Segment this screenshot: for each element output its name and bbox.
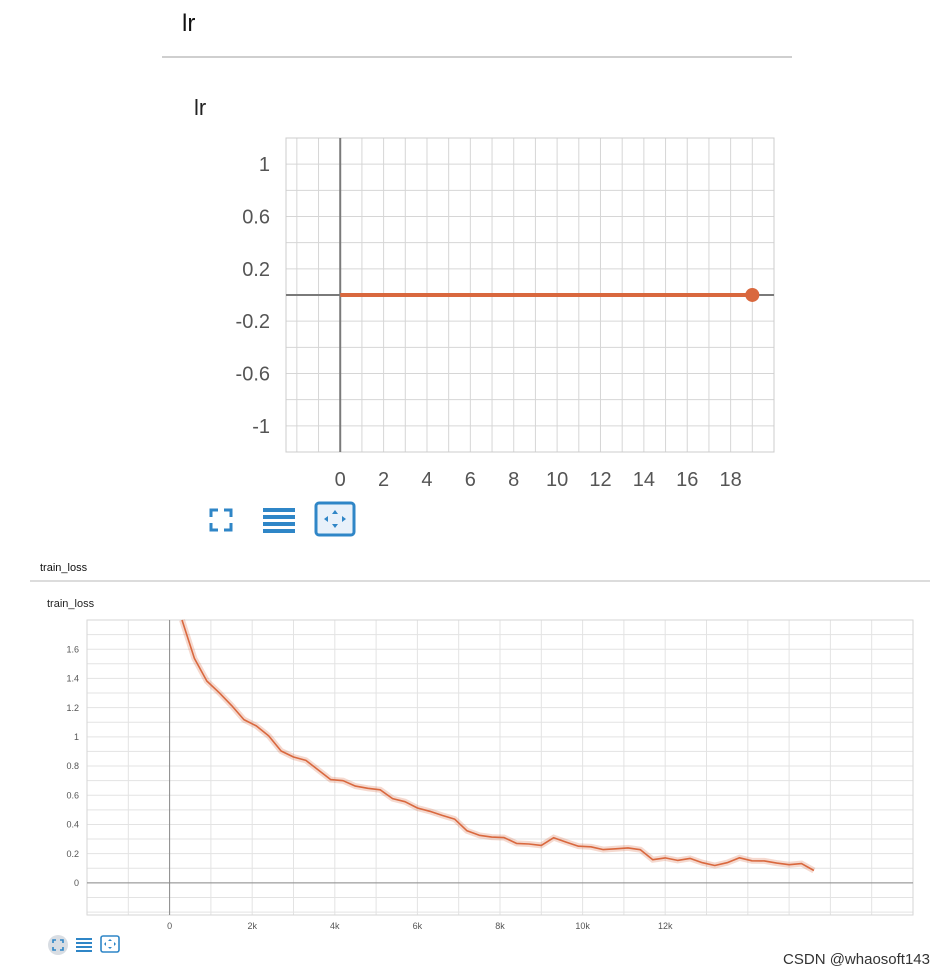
expand-button-lr[interactable] [206,505,236,540]
chart-title-lr: lr [194,95,207,120]
x-tick-label: 8k [495,921,505,931]
y-tick-label: 0.6 [242,207,270,229]
x-tick-label: 12k [658,921,673,931]
section-header-lr: lr [182,10,196,37]
y-tick-label: 1.4 [66,674,79,684]
x-tick-label: 0 [167,921,172,931]
section-header-train-loss: train_loss [40,562,88,574]
fit-domain-icon [314,501,356,537]
section-divider [30,580,930,582]
list-icon [263,508,295,533]
plot-frame [86,619,914,916]
x-tick-label: 4 [421,469,432,491]
y-tick-label: 0.2 [242,259,270,281]
x-tick-label: 18 [719,469,741,491]
y-tick-label: 1.6 [66,644,79,654]
x-tick-label: 2k [247,921,257,931]
y-tick-label: 0.6 [66,790,79,800]
y-tick-label: -1 [252,416,270,438]
y-tick-label: 0.2 [66,849,79,859]
watermark-text: CSDN @whaosoft143 [783,951,930,968]
fit-domain-button-train-loss[interactable] [100,935,120,958]
x-tick-label: 4k [330,921,340,931]
expand-icon [209,508,233,532]
y-tick-label: 0 [74,878,79,888]
section-divider [162,56,792,58]
x-tick-label: 2 [378,469,389,491]
toggle-list-button-lr[interactable] [262,505,296,540]
fit-domain-icon [100,935,120,953]
toggle-list-button-train-loss[interactable] [75,936,93,957]
x-tick-label: 16 [676,469,698,491]
chart-title-train-loss: train_loss [47,598,95,610]
expand-button-train-loss[interactable] [47,934,69,961]
y-tick-label: -0.2 [236,311,270,333]
x-tick-label: 10k [575,921,590,931]
y-tick-label: 1 [259,154,270,176]
y-tick-label: 0.4 [66,820,79,830]
expand-icon [48,935,68,955]
fit-domain-button-lr[interactable] [314,501,356,542]
x-tick-label: 14 [633,469,655,491]
y-tick-label: 1.2 [66,703,79,713]
x-tick-label: 12 [589,469,611,491]
x-tick-label: 8 [508,469,519,491]
list-icon [76,938,92,952]
y-tick-label: -0.6 [236,364,270,386]
x-tick-label: 6k [413,921,423,931]
series-end-point [745,287,760,302]
x-tick-label: 6 [465,469,476,491]
series-line [181,619,815,872]
y-tick-label: 0.8 [66,761,79,771]
x-tick-label: 10 [546,469,568,491]
y-tick-label: 1 [74,732,79,742]
x-tick-label: 0 [335,469,346,491]
